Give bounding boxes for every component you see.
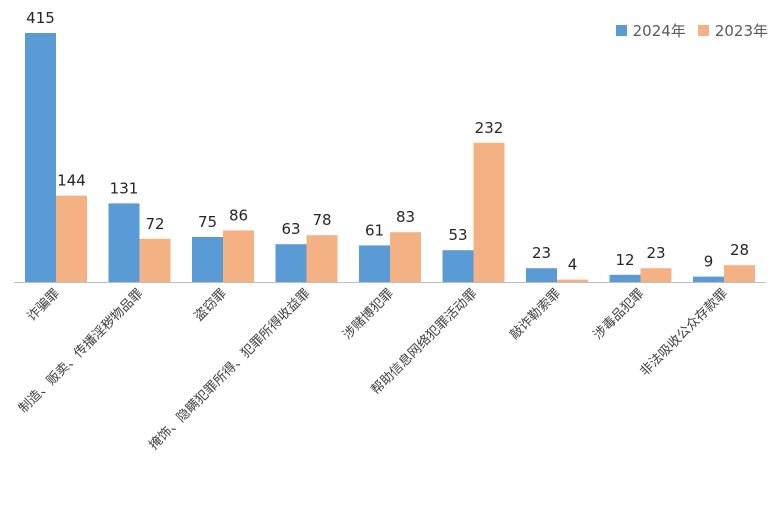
data-label-2024年-9: 9 (704, 253, 714, 271)
category-label-7: 敲诈勒索罪 (507, 286, 564, 343)
data-label-2024年-1: 415 (26, 9, 55, 27)
legend-label-2024: 2024年 (632, 22, 686, 40)
legend-swatch-2023 (697, 25, 709, 36)
legend-swatch-2024 (615, 25, 627, 36)
category-label-3: 盗窃罪 (191, 286, 230, 325)
category-label-5: 涉赌博犯罪 (340, 286, 397, 343)
category-label-4: 掩饰、隐瞒犯罪所得、犯罪所得收益罪 (146, 286, 314, 454)
data-label-2023年-3: 86 (229, 206, 248, 224)
legend-item-2023: 2023年 (697, 20, 768, 41)
bar-2023年-1 (56, 195, 87, 282)
data-label-2023年-4: 78 (312, 211, 331, 229)
bar-2023年-5 (390, 232, 421, 282)
data-label-2023年-2: 72 (145, 215, 164, 233)
data-label-2024年-4: 63 (281, 220, 300, 238)
bar-2024年-8 (609, 274, 641, 282)
data-label-2023年-6: 232 (475, 119, 504, 137)
chart-legend: 2024年 2023年 (615, 20, 768, 41)
bar-2023年-6 (473, 142, 505, 282)
bar-2023年-2 (139, 238, 171, 282)
bar-2024年-2 (108, 203, 140, 282)
data-label-2024年-3: 75 (198, 213, 217, 231)
bar-2024年-9 (693, 276, 724, 282)
data-label-2024年-8: 12 (615, 251, 634, 269)
data-label-2024年-7: 23 (532, 244, 551, 262)
bar-2023年-3 (223, 230, 254, 282)
data-label-2023年-8: 23 (646, 244, 665, 262)
bar-2023年-8 (640, 268, 672, 282)
bar-2024年-4 (275, 244, 307, 282)
category-label-1: 诈骗罪 (25, 286, 63, 324)
bar-2024年-1 (25, 33, 56, 282)
data-label-2023年-1: 144 (57, 172, 86, 190)
legend-item-2024: 2024年 (615, 20, 686, 41)
bar-2023年-7 (557, 279, 588, 282)
bar-2023年-9 (724, 265, 755, 282)
category-label-8: 涉毒品犯罪 (591, 286, 648, 343)
bar-2024年-7 (526, 268, 557, 282)
bar-2024年-3 (192, 237, 223, 282)
data-label-2024年-5: 61 (365, 221, 384, 239)
bar-2024年-6 (442, 250, 474, 282)
legend-label-2023: 2023年 (714, 22, 768, 40)
data-label-2024年-2: 131 (110, 179, 139, 197)
bar-2024年-5 (359, 245, 390, 282)
data-label-2024年-6: 53 (448, 226, 467, 244)
data-label-2023年-9: 28 (730, 241, 749, 259)
data-label-2023年-5: 83 (396, 208, 415, 226)
bar-2023年-4 (306, 235, 338, 282)
category-label-9: 非法吸收公众存款罪 (637, 286, 730, 379)
data-label-2023年-7: 4 (568, 256, 578, 274)
